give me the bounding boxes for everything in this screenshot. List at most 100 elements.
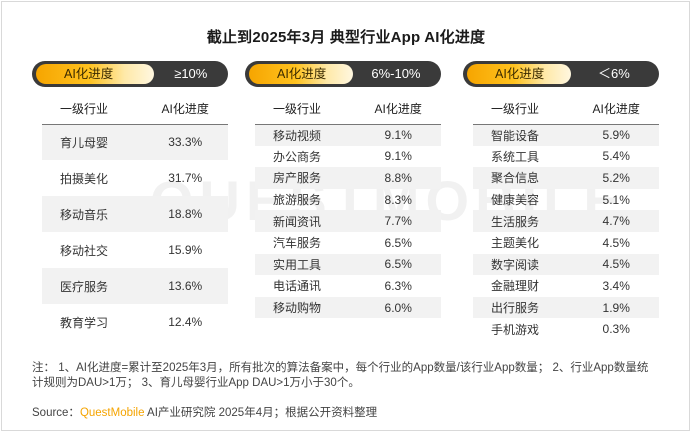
industry-cell: 育儿母婴 — [42, 124, 143, 160]
table-header-row: 一级行业 AI化进度 — [473, 94, 659, 125]
industry-cell: 办公商务 — [273, 149, 322, 164]
table-header-row: 一级行业 AI化进度 — [255, 94, 441, 125]
industry-cell: 金融理财 — [491, 279, 540, 294]
table-header-row: 一级行业 AI化进度 — [42, 94, 228, 125]
source-brand: QuestMobile — [79, 407, 145, 419]
table-row: 金融理财 3.4% — [473, 275, 659, 297]
table-row: 汽车服务 6.5% — [255, 232, 441, 254]
range-pill-label: AI化进度 — [36, 64, 154, 84]
industry-cell: 聚合信息 — [473, 167, 574, 189]
progress-cell: 5.9% — [573, 124, 659, 146]
progress-cell: 6.5% — [384, 235, 412, 250]
industry-cell: 移动购物 — [255, 296, 356, 319]
progress-cell: 33.3% — [142, 124, 228, 160]
range-pill-label: AI化进度 — [249, 64, 353, 84]
industry-table: 一级行业 AI化进度 智能设备 5.9% 系统工具 5.4% 聚合信息 5.2% 健康美容 5.1… — [473, 94, 659, 340]
industry-cell: 智能设备 — [473, 124, 574, 146]
industry-cell: 拍摄美化 — [60, 171, 109, 186]
table-row: 实用工具 6.5% — [255, 253, 441, 276]
progress-cell: 7.7% — [355, 210, 441, 232]
progress-cell: 5.2% — [573, 167, 659, 189]
chart-title: 截止到2025年3月 典型行业App AI化进度 — [206, 29, 486, 46]
progress-cell: 15.9% — [168, 243, 203, 257]
range-pill: AI化进度 ＜6% — [463, 61, 659, 87]
industry-table: 一级行业 AI化进度 移动视频 9.1% 办公商务 9.1% 房产服务 8.8% 旅游服务 8.3… — [255, 94, 441, 319]
range-pill-value: ≥10% — [174, 66, 208, 81]
industry-cell: 医疗服务 — [42, 268, 143, 304]
industry-cell: 系统工具 — [491, 149, 540, 164]
source-suffix: AI产业研究院 2025年4月；根据公开资料整理 — [144, 407, 378, 419]
table-row: 移动社交 15.9% — [42, 232, 228, 268]
industry-cell: 移动音乐 — [42, 196, 143, 232]
column-header-industry: 一级行业 — [42, 94, 143, 125]
industry-cell: 房产服务 — [255, 167, 356, 189]
table-row: 移动购物 6.0% — [255, 296, 441, 319]
table-row: 系统工具 5.4% — [473, 146, 659, 168]
progress-cell: 6.5% — [355, 253, 441, 276]
industry-cell: 实用工具 — [255, 253, 356, 276]
table-row: 主题美化 4.5% — [473, 232, 659, 254]
column-header-progress: AI化进度 — [142, 94, 228, 125]
industry-cell: 手机游戏 — [491, 322, 540, 337]
table-row: 健康美容 5.1% — [473, 189, 659, 211]
industry-cell: 出行服务 — [473, 296, 574, 319]
progress-cell: 8.3% — [384, 192, 412, 207]
industry-cell: 电话通讯 — [273, 279, 322, 294]
table-row: 办公商务 9.1% — [255, 146, 441, 168]
progress-cell: 6.0% — [355, 296, 441, 319]
table-row: 数字阅读 4.5% — [473, 253, 659, 276]
column-header-industry: 一级行业 — [255, 94, 356, 125]
progress-cell: 4.5% — [573, 253, 659, 276]
progress-cell: 0.3% — [602, 322, 630, 337]
source-line: Source：QuestMobile AI产业研究院 2025年4月；根据公开资… — [32, 404, 377, 420]
progress-cell: 5.1% — [602, 192, 630, 207]
table-row: 育儿母婴 33.3% — [42, 124, 228, 160]
panel-3: AI化进度 ＜6% 一级行业 AI化进度 智能设备 5.9% 系统工具 5.4% 聚合信息 5.2… — [463, 61, 659, 337]
range-pill: AI化进度 6%-10% — [245, 61, 441, 87]
range-pill-value: ＜6% — [598, 66, 630, 81]
source-prefix: Source： — [32, 407, 80, 419]
progress-cell: 4.7% — [573, 210, 659, 232]
range-pill: AI化进度 ≥10% — [32, 61, 228, 87]
progress-cell: 9.1% — [355, 124, 441, 146]
table-row: 生活服务 4.7% — [473, 210, 659, 232]
footnote-line-2: 计规则为DAU>1万； 3、育儿母婴行业App DAU>1万小于30个。 — [32, 377, 360, 389]
table-row: 教育学习 12.4% — [42, 304, 228, 340]
range-pill-value: 6%-10% — [371, 66, 421, 81]
column-header-progress: AI化进度 — [573, 94, 659, 125]
table-row: 旅游服务 8.3% — [255, 189, 441, 211]
industry-cell: 健康美容 — [491, 193, 540, 208]
table-row: 出行服务 1.9% — [473, 296, 659, 319]
progress-cell: 9.1% — [384, 149, 412, 164]
industry-cell: 数字阅读 — [473, 253, 574, 276]
progress-cell: 13.6% — [142, 268, 228, 304]
footnote-line-1: 注： 1、AI化进度=累计至2025年3月，所有批次的算法备案中，每个行业的Ap… — [32, 362, 649, 374]
table-row: 医疗服务 13.6% — [42, 268, 228, 304]
range-pill-label: AI化进度 — [467, 64, 571, 84]
table-row: 电话通讯 6.3% — [255, 275, 441, 297]
progress-cell: 31.7% — [168, 171, 203, 185]
industry-cell: 移动社交 — [60, 243, 109, 258]
industry-cell: 新闻资讯 — [255, 210, 356, 232]
table-row: 拍摄美化 31.7% — [42, 160, 228, 196]
column-header-industry: 一级行业 — [473, 94, 574, 125]
panel-2: AI化进度 6%-10% 一级行业 AI化进度 移动视频 9.1% 办公商务 9.1% 房产服务… — [245, 61, 441, 319]
table-row: 房产服务 8.8% — [255, 167, 441, 189]
industry-cell: 生活服务 — [473, 210, 574, 232]
industry-table: 一级行业 AI化进度 育儿母婴 33.3% 拍摄美化 31.7% 移动音乐 18.8% 移动社交… — [42, 94, 228, 340]
table-row: 聚合信息 5.2% — [473, 167, 659, 189]
progress-cell: 1.9% — [573, 296, 659, 319]
table-row: 手机游戏 0.3% — [473, 318, 659, 340]
table-row: 新闻资讯 7.7% — [255, 210, 441, 232]
table-row: 移动视频 9.1% — [255, 124, 441, 146]
progress-cell: 6.3% — [384, 278, 412, 293]
panel-1: AI化进度 ≥10% 一级行业 AI化进度 育儿母婴 33.3% 拍摄美化 31.7% 移动音乐… — [32, 61, 228, 330]
table-row: 移动音乐 18.8% — [42, 196, 228, 232]
column-header-progress: AI化进度 — [355, 94, 441, 125]
industry-cell: 主题美化 — [491, 236, 540, 251]
industry-cell: 旅游服务 — [273, 193, 322, 208]
progress-cell: 18.8% — [142, 196, 228, 232]
industry-cell: 移动视频 — [255, 124, 356, 146]
progress-cell: 12.4% — [168, 315, 203, 329]
